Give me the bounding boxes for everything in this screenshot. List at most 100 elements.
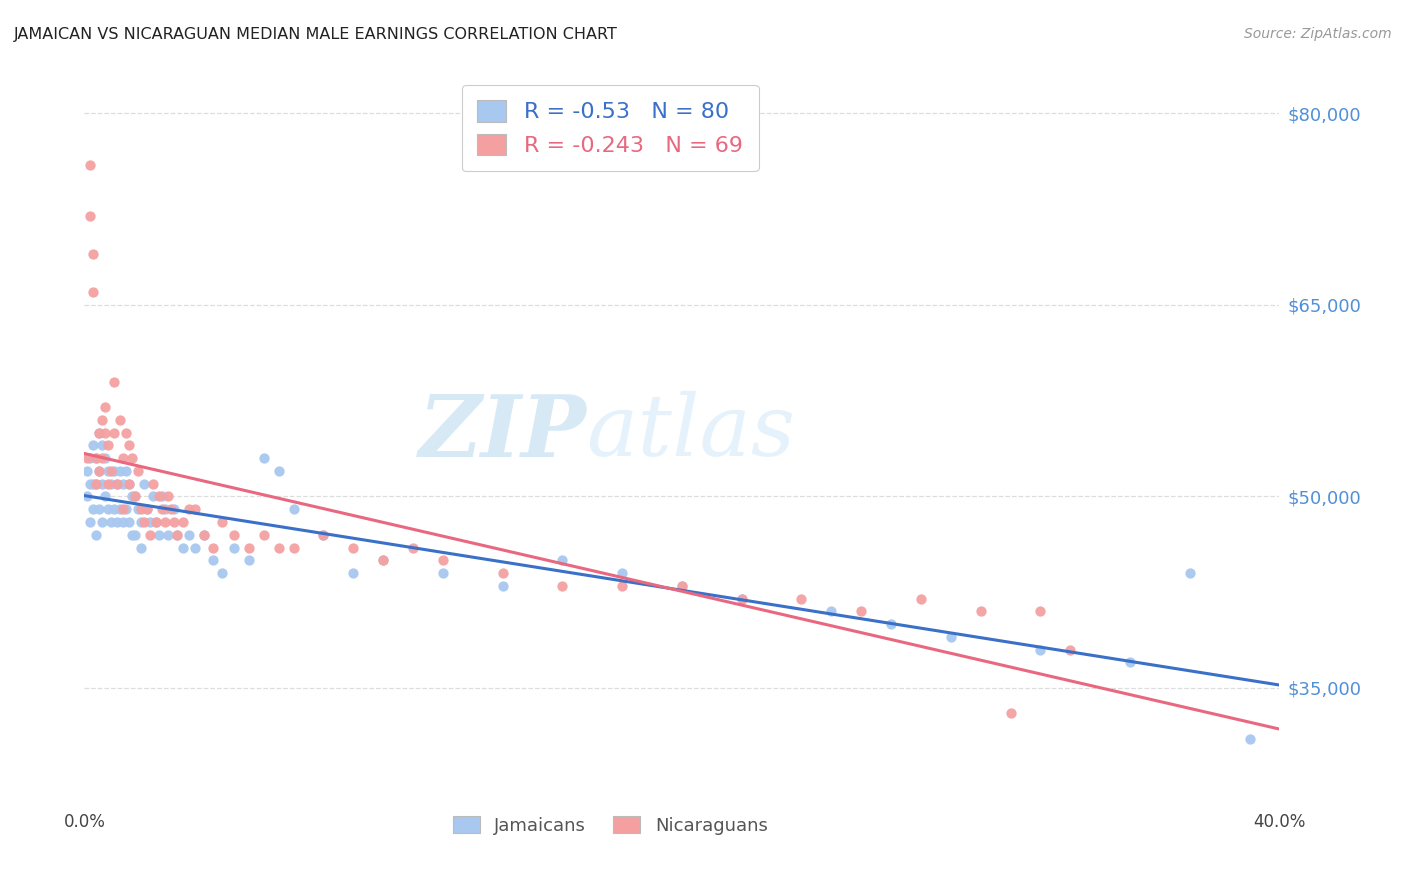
- Point: [79, 476, 101, 491]
- Point: [283, 541, 305, 555]
- Point: [110, 464, 132, 478]
- Point: [82, 502, 104, 516]
- Point: [184, 541, 207, 555]
- Point: [112, 451, 135, 466]
- Point: [551, 579, 574, 593]
- Point: [160, 502, 183, 516]
- Point: [731, 591, 754, 606]
- Point: [145, 515, 167, 529]
- Point: [612, 579, 634, 593]
- Point: [731, 591, 754, 606]
- Text: JAMAICAN VS NICARAGUAN MEDIAN MALE EARNINGS CORRELATION CHART: JAMAICAN VS NICARAGUAN MEDIAN MALE EARNI…: [14, 27, 617, 42]
- Point: [110, 413, 132, 427]
- Point: [172, 541, 194, 555]
- Point: [222, 527, 245, 541]
- Point: [124, 527, 146, 541]
- Point: [939, 630, 962, 644]
- Point: [373, 553, 395, 567]
- Point: [91, 515, 114, 529]
- Point: [91, 413, 114, 427]
- Point: [94, 425, 117, 440]
- Point: [86, 451, 108, 466]
- Point: [97, 464, 120, 478]
- Point: [97, 502, 120, 516]
- Point: [97, 438, 120, 452]
- Point: [110, 502, 132, 516]
- Point: [492, 579, 515, 593]
- Point: [129, 502, 152, 516]
- Point: [970, 604, 993, 618]
- Point: [91, 438, 114, 452]
- Text: ZIP: ZIP: [419, 391, 586, 475]
- Point: [139, 527, 162, 541]
- Point: [222, 541, 245, 555]
- Point: [82, 285, 104, 300]
- Point: [129, 515, 152, 529]
- Point: [211, 566, 233, 580]
- Point: [402, 541, 425, 555]
- Point: [132, 515, 156, 529]
- Point: [100, 515, 122, 529]
- Point: [79, 157, 101, 171]
- Point: [115, 464, 138, 478]
- Text: atlas: atlas: [586, 392, 796, 474]
- Point: [121, 451, 143, 466]
- Point: [91, 476, 114, 491]
- Point: [1119, 656, 1142, 670]
- Point: [612, 566, 634, 580]
- Point: [82, 476, 104, 491]
- Point: [89, 464, 111, 478]
- Point: [105, 515, 128, 529]
- Point: [851, 604, 873, 618]
- Point: [201, 553, 224, 567]
- Point: [100, 476, 122, 491]
- Point: [1059, 642, 1081, 657]
- Point: [193, 527, 215, 541]
- Point: [148, 527, 170, 541]
- Point: [124, 490, 146, 504]
- Point: [1029, 642, 1052, 657]
- Point: [132, 476, 156, 491]
- Point: [283, 502, 305, 516]
- Point: [1029, 604, 1052, 618]
- Point: [103, 425, 125, 440]
- Point: [86, 476, 108, 491]
- Point: [1178, 566, 1201, 580]
- Point: [103, 464, 125, 478]
- Point: [211, 515, 233, 529]
- Point: [76, 464, 98, 478]
- Point: [97, 476, 120, 491]
- Point: [105, 476, 128, 491]
- Text: Source: ZipAtlas.com: Source: ZipAtlas.com: [1244, 27, 1392, 41]
- Point: [373, 553, 395, 567]
- Point: [342, 566, 364, 580]
- Point: [172, 515, 194, 529]
- Point: [184, 502, 207, 516]
- Point: [142, 476, 165, 491]
- Point: [163, 502, 186, 516]
- Point: [312, 527, 335, 541]
- Point: [103, 375, 125, 389]
- Point: [193, 527, 215, 541]
- Point: [79, 451, 101, 466]
- Point: [177, 502, 200, 516]
- Point: [129, 541, 152, 555]
- Point: [82, 438, 104, 452]
- Point: [432, 566, 454, 580]
- Point: [124, 490, 146, 504]
- Point: [121, 527, 143, 541]
- Point: [238, 553, 260, 567]
- Point: [89, 425, 111, 440]
- Point: [820, 604, 842, 618]
- Point: [76, 451, 98, 466]
- Point: [127, 502, 149, 516]
- Point: [671, 579, 693, 593]
- Point: [342, 541, 364, 555]
- Point: [166, 527, 188, 541]
- Point: [139, 515, 162, 529]
- Point: [166, 527, 188, 541]
- Point: [157, 527, 180, 541]
- Point: [157, 490, 180, 504]
- Point: [79, 515, 101, 529]
- Point: [105, 476, 128, 491]
